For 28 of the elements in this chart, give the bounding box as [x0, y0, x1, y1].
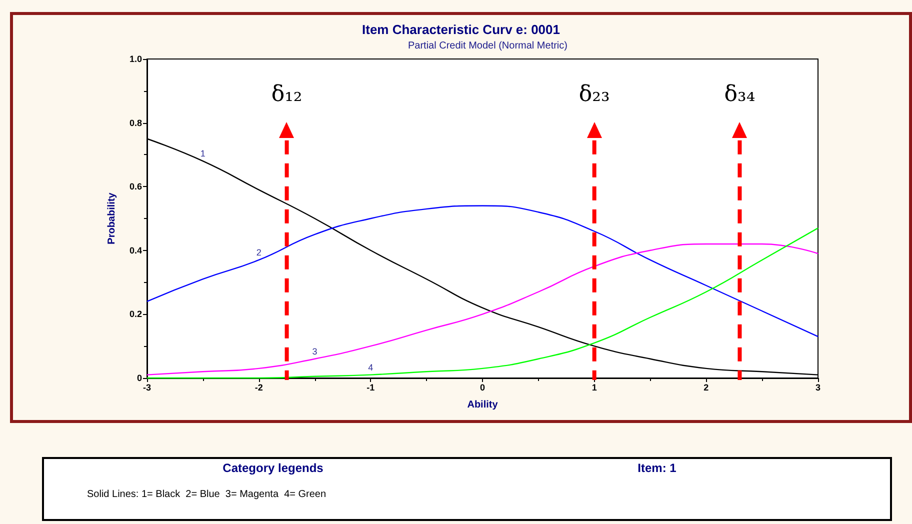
line-series — [146, 205, 819, 338]
series-label: 1 — [200, 148, 206, 159]
x-tick-label: 1 — [592, 382, 597, 392]
x-tick-label: -1 — [366, 382, 375, 392]
series-label: 3 — [312, 346, 318, 356]
x-axis-title: Ability — [467, 400, 498, 410]
y-axis-title: Probability — [106, 192, 118, 244]
chart-subtitle: Partial Credit Model (Normal Metric) — [408, 40, 568, 52]
text: Category legends — [222, 461, 324, 475]
x-tick-label: 2 — [704, 382, 709, 392]
chart-title: Item Characteristic Curv e: 0001 — [362, 22, 560, 37]
y-tick-label: 0 — [136, 373, 142, 383]
x-tick-label: 0 — [480, 382, 486, 392]
text: Item: 1 — [638, 461, 676, 475]
ref-line-label: δ₂₃ — [578, 82, 610, 108]
text: Solid Lines: 1= Black 2= Blue 3= Magenta 4= Green — [87, 489, 326, 500]
y-tick-label: 0.4 — [129, 245, 142, 256]
x-tick-label: -3 — [142, 382, 152, 392]
ref-line-label: δ₃₄ — [724, 82, 756, 108]
x-tick-label: -2 — [254, 382, 263, 392]
series-label: 2 — [256, 247, 262, 258]
y-tick-label: 0.8 — [129, 118, 142, 128]
y-tick-label: 0.2 — [129, 309, 142, 320]
y-tick-label: 0.6 — [129, 182, 142, 192]
series-label: 4 — [368, 362, 374, 372]
x-tick-label: 3 — [815, 382, 821, 392]
ref-line-label: δ₁₂ — [271, 82, 302, 108]
y-tick-label: 1.0 — [129, 54, 142, 64]
